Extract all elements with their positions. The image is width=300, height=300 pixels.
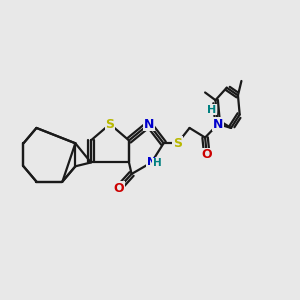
Text: N: N	[144, 118, 154, 130]
Text: O: O	[202, 148, 212, 161]
Text: S: S	[173, 137, 182, 150]
Text: N: N	[213, 118, 223, 130]
Text: O: O	[113, 182, 124, 195]
Text: H: H	[153, 158, 161, 168]
Text: S: S	[106, 118, 115, 130]
Text: N: N	[147, 158, 156, 167]
Text: H: H	[207, 105, 217, 115]
